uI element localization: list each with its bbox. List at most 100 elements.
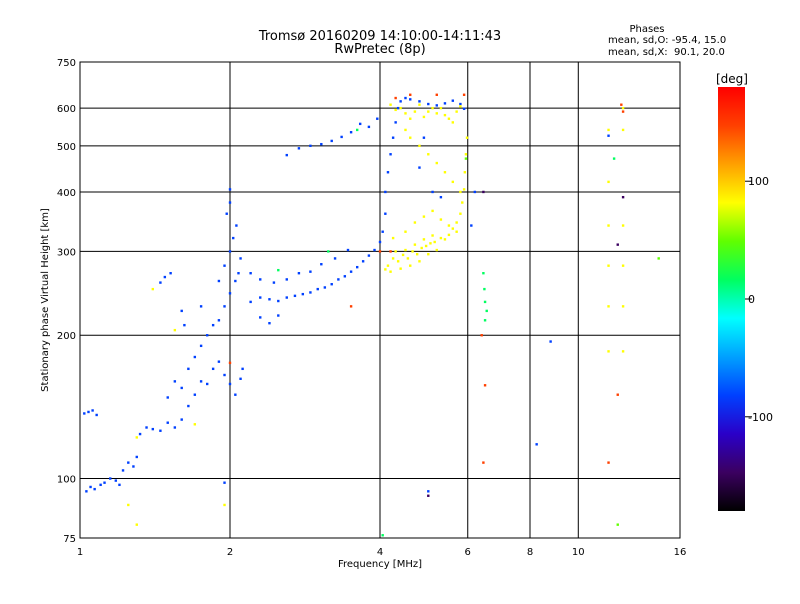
data-point — [337, 278, 340, 281]
data-point — [145, 426, 148, 429]
data-point — [462, 188, 466, 191]
data-point — [435, 104, 438, 107]
data-point — [483, 287, 486, 291]
data-point — [429, 242, 432, 245]
data-point — [217, 360, 221, 363]
data-point — [376, 117, 379, 120]
data-point — [187, 404, 190, 408]
data-point — [85, 490, 88, 493]
data-point — [549, 340, 552, 343]
data-point — [443, 171, 447, 174]
data-point — [394, 121, 397, 124]
data-point — [135, 455, 138, 459]
data-point — [349, 131, 353, 134]
data-point — [127, 461, 130, 464]
data-point — [180, 309, 183, 313]
data-point — [121, 469, 125, 472]
data-point — [422, 136, 426, 139]
data-point — [232, 236, 235, 240]
data-point — [431, 234, 434, 237]
data-point — [427, 153, 430, 156]
data-point — [193, 393, 197, 396]
y-tick-label: 600 — [57, 104, 76, 115]
data-point — [378, 250, 382, 253]
data-point — [228, 201, 232, 204]
data-point — [211, 367, 215, 371]
data-point — [427, 102, 430, 106]
data-point — [399, 267, 402, 270]
data-point — [607, 180, 610, 184]
data-point — [621, 128, 625, 132]
data-point — [389, 153, 392, 156]
data-point — [621, 106, 625, 110]
data-point — [427, 110, 430, 113]
data-point — [443, 113, 447, 117]
stats-x-line: mean, sd,X: 90.1, 20.0 — [608, 47, 725, 58]
data-point — [199, 380, 203, 383]
data-point — [621, 195, 625, 199]
data-point — [621, 110, 625, 113]
data-point — [394, 250, 397, 253]
data-point — [389, 270, 392, 273]
data-point — [404, 230, 407, 233]
data-point — [465, 136, 469, 139]
data-point — [439, 195, 443, 199]
data-point — [607, 224, 610, 227]
data-point — [463, 171, 467, 174]
data-point — [309, 270, 312, 273]
data-point — [272, 281, 276, 284]
data-point — [415, 252, 419, 256]
chart-title: Tromsø 20160209 14:10:00-14:11:43 — [258, 29, 501, 44]
data-point — [135, 523, 138, 526]
data-point — [259, 278, 262, 281]
data-point — [223, 305, 226, 308]
data-point — [607, 264, 610, 267]
data-point — [413, 243, 417, 246]
data-point — [459, 105, 462, 108]
data-point — [384, 212, 387, 215]
data-point — [435, 112, 438, 115]
y-axis-label: Stationary phase Virtual Height [km] — [40, 208, 51, 392]
data-point — [228, 361, 232, 365]
data-point — [293, 294, 297, 298]
data-point — [451, 180, 455, 184]
data-point — [367, 125, 371, 129]
data-point — [333, 257, 337, 260]
data-point — [483, 319, 487, 322]
data-point — [409, 117, 412, 120]
data-point — [413, 110, 417, 113]
colorbar-title: [deg] — [716, 72, 748, 86]
data-point — [277, 268, 280, 272]
data-point — [228, 382, 232, 386]
x-axis-label: Frequency [MHz] — [338, 559, 422, 570]
data-point — [409, 98, 412, 101]
data-point — [459, 190, 462, 194]
data-point — [381, 230, 384, 233]
data-point — [211, 323, 215, 327]
data-point — [391, 236, 395, 240]
colorbar-ticks: 100 0 -100 — [745, 175, 773, 424]
data-point — [459, 212, 462, 215]
data-point — [399, 106, 402, 110]
data-point — [166, 421, 169, 424]
data-point — [91, 409, 94, 412]
data-point — [535, 443, 538, 446]
colorbar-tick-label: 0 — [748, 293, 755, 306]
data-point — [323, 286, 327, 289]
data-point — [433, 240, 436, 244]
data-point — [455, 221, 458, 224]
data-point — [205, 382, 209, 386]
data-point — [620, 103, 623, 106]
data-point — [99, 483, 102, 487]
data-point — [616, 243, 619, 246]
data-point — [173, 426, 177, 429]
data-point — [309, 144, 312, 148]
data-point — [103, 481, 106, 484]
data-point — [431, 209, 434, 213]
data-point — [389, 103, 392, 106]
data-point — [455, 110, 458, 113]
data-point — [87, 410, 90, 414]
data-point — [607, 350, 610, 353]
data-point — [447, 224, 451, 227]
data-point — [132, 465, 135, 468]
